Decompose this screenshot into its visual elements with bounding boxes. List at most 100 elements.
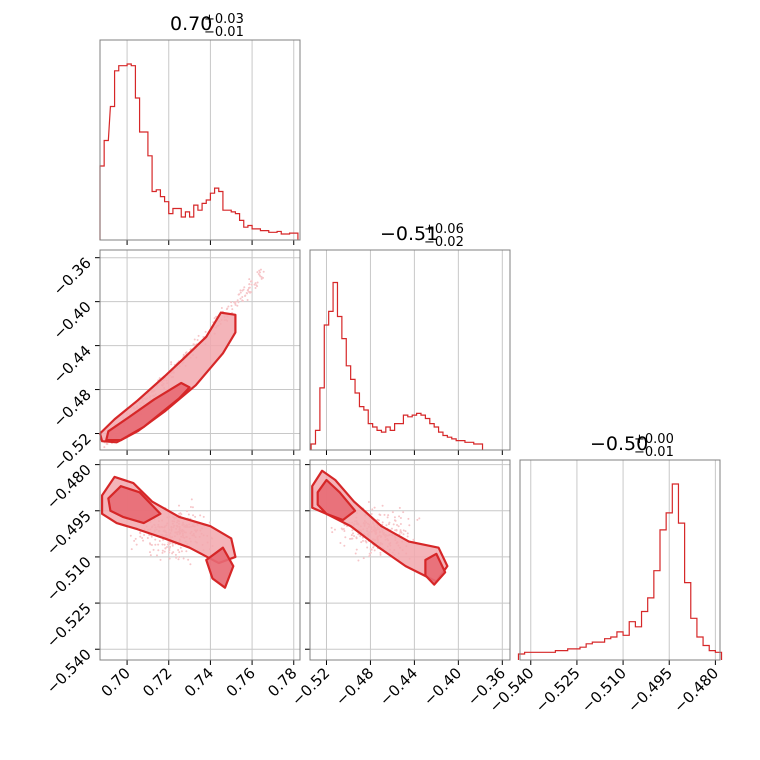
scatter-point	[234, 302, 237, 305]
scatter-point	[398, 515, 401, 518]
scatter-point	[373, 549, 376, 552]
scatter-point	[404, 530, 407, 533]
x-tick-label: 0.76	[223, 664, 259, 700]
scatter-point	[344, 536, 347, 539]
scatter-point	[330, 526, 333, 529]
scatter-point	[365, 540, 368, 543]
scatter-point	[243, 286, 246, 289]
scatter-point	[247, 288, 250, 291]
scatter-point	[339, 542, 342, 545]
scatter-point	[159, 558, 162, 561]
scatter-point	[231, 308, 234, 311]
scatter-point	[372, 546, 375, 549]
panel-p3: −0.540−0.525−0.510−0.495−0.480−0.50+0.00…	[486, 432, 723, 716]
scatter-point	[246, 298, 249, 301]
scatter-point	[406, 535, 409, 538]
axes-frame-p31	[99, 459, 301, 661]
scatter-point	[249, 291, 252, 294]
scatter-point	[353, 535, 356, 538]
panel-title-upper-error: +0.00	[634, 432, 674, 447]
y-tick-label: −0.36	[50, 254, 95, 299]
scatter-point	[379, 553, 382, 556]
panel-title: 0.70	[170, 13, 212, 35]
scatter-point	[416, 518, 419, 521]
scatter-point	[236, 299, 239, 302]
scatter-point	[343, 544, 346, 547]
scatter-point	[154, 543, 157, 546]
scatter-point	[371, 508, 374, 511]
density-contour	[105, 381, 191, 442]
scatter-point	[343, 529, 346, 532]
axes-frame-p2	[309, 249, 511, 451]
scatter-point	[248, 283, 251, 286]
scatter-point	[390, 527, 393, 530]
scatter-point	[189, 505, 192, 508]
scatter-point	[155, 554, 158, 557]
scatter-point	[162, 538, 165, 541]
scatter-point	[254, 282, 257, 285]
y-tick-label: −0.480	[43, 461, 95, 513]
scatter-point	[230, 304, 233, 307]
scatter-point	[185, 550, 188, 553]
panel-title: −0.51	[380, 223, 438, 245]
scatter-point	[368, 552, 371, 555]
scatter-point	[399, 517, 402, 520]
scatter-point	[177, 558, 180, 561]
scatter-point	[259, 268, 262, 271]
scatter-point	[254, 286, 257, 289]
scatter-point	[239, 289, 242, 292]
scatter-point	[259, 271, 262, 274]
y-tick-label: −0.495	[43, 507, 95, 559]
axes-frame-p3	[519, 459, 721, 661]
scatter-point	[355, 548, 358, 551]
scatter-point	[161, 543, 164, 546]
scatter-point	[168, 551, 171, 554]
scatter-point	[182, 354, 185, 357]
scatter-point	[258, 269, 261, 272]
x-tick-label: −0.495	[624, 664, 676, 716]
scatter-point	[171, 542, 174, 545]
scatter-point	[408, 524, 411, 527]
scatter-point	[402, 533, 405, 536]
scatter-point	[161, 549, 164, 552]
scatter-point	[192, 343, 195, 346]
scatter-point	[170, 361, 173, 364]
histogram-series	[517, 483, 723, 660]
scatter-point	[239, 291, 242, 294]
scatter-point	[234, 300, 237, 303]
scatter-point	[134, 537, 137, 540]
scatter-point	[399, 529, 402, 532]
scatter-point	[135, 543, 138, 546]
scatter-point	[169, 545, 172, 548]
scatter-point	[168, 547, 171, 550]
scatter-point	[354, 552, 357, 555]
histogram-series	[99, 63, 299, 240]
scatter-point	[253, 283, 256, 286]
scatter-point	[256, 281, 259, 284]
scatter-point	[193, 338, 196, 341]
scatter-point	[227, 305, 230, 308]
scatter-point	[368, 555, 371, 558]
scatter-point	[395, 529, 398, 532]
density-contour	[107, 485, 162, 525]
scatter-point	[150, 535, 153, 538]
panel-title-upper-error: +0.06	[424, 222, 464, 237]
x-tick-label: 0.72	[139, 664, 175, 700]
scatter-point	[348, 537, 351, 540]
scatter-point	[396, 524, 399, 527]
scatter-point	[250, 283, 253, 286]
scatter-point	[256, 271, 259, 274]
scatter-point	[141, 537, 144, 540]
y-tick-label: −0.540	[43, 645, 95, 697]
axes-frame-p1	[99, 39, 301, 241]
scatter-point	[350, 534, 353, 537]
x-tick-label: 0.74	[181, 664, 217, 700]
scatter-point	[157, 549, 160, 552]
y-tick-label: −0.40	[50, 298, 95, 343]
scatter-point	[237, 293, 240, 296]
scatter-point	[357, 559, 360, 562]
x-tick-label: −0.44	[376, 664, 421, 709]
x-tick-label: −0.40	[420, 664, 465, 709]
x-tick-label: −0.480	[670, 664, 722, 716]
scatter-point	[391, 511, 394, 514]
